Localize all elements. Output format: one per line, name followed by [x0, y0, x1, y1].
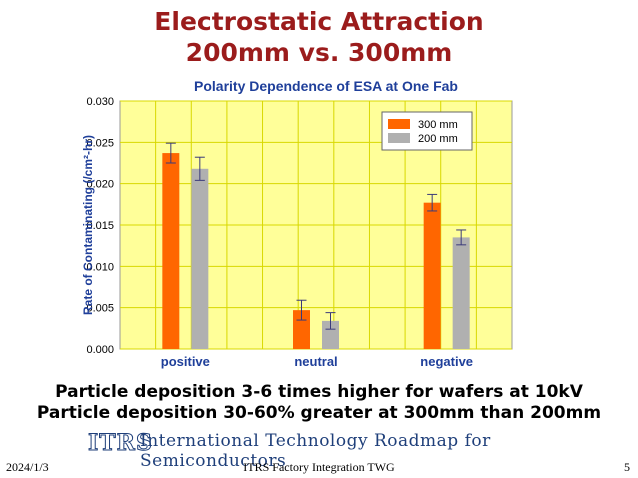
footer-center-text: ITRS Factory Integration TWG — [243, 460, 395, 474]
x-axis-categories: positive neutral negative — [161, 354, 473, 369]
legend-label-200mm: 200 mm — [418, 133, 458, 145]
bar-positive-300mm — [162, 153, 180, 349]
x-category-label: negative — [420, 354, 473, 369]
y-axis-label: Rate of Contaminating (/cm²-hr) — [81, 135, 95, 315]
bar-negative-300mm — [423, 202, 441, 349]
chart-legend: 300 mm 200 mm — [381, 111, 473, 151]
y-tick-label: 0.000 — [86, 344, 114, 356]
bar-positive-200mm — [191, 168, 209, 349]
legend-box — [381, 111, 473, 151]
y-tick-label: 0.030 — [86, 96, 114, 108]
legend-label-300mm: 300 mm — [418, 119, 458, 131]
bar-negative-200mm — [452, 237, 470, 349]
bullet-line-1: Particle deposition 3-6 times higher for… — [55, 382, 583, 402]
slide-title-line1: Electrostatic Attraction — [154, 7, 484, 36]
bullet-line-2: Particle deposition 30-60% greater at 30… — [36, 403, 602, 423]
slide-title-line2: 200mm vs. 300mm — [185, 38, 453, 67]
error-bars — [165, 142, 467, 330]
itrs-banner: ITRS International Technology Roadmap fo… — [0, 428, 638, 472]
y-tick-label: 0.005 — [86, 303, 114, 315]
itrs-banner-text: International Technology Roadmap for Sem… — [140, 431, 491, 471]
bars — [162, 153, 470, 349]
y-tick-label: 0.025 — [86, 137, 114, 149]
legend-swatch-300mm — [388, 119, 410, 129]
legend-swatch-200mm — [388, 133, 410, 143]
bar-neutral-200mm — [322, 320, 339, 349]
y-axis-ticks: 0.000 0.005 0.010 0.015 0.020 0.025 0.030 — [86, 96, 114, 356]
y-tick-label: 0.010 — [86, 261, 114, 273]
itrs-logo: ITRS — [88, 430, 153, 457]
esa-bar-chart: Polarity Dependence of ESA at One Fab 0.… — [81, 78, 513, 369]
x-category-label: positive — [161, 354, 210, 369]
x-category-label: neutral — [294, 354, 337, 369]
footer-date: 2024/1/3 — [6, 460, 49, 474]
footer-page-number: 5 — [624, 460, 630, 474]
chart-title: Polarity Dependence of ESA at One Fab — [194, 78, 458, 94]
y-tick-label: 0.015 — [86, 220, 114, 232]
y-tick-label: 0.020 — [86, 179, 114, 191]
